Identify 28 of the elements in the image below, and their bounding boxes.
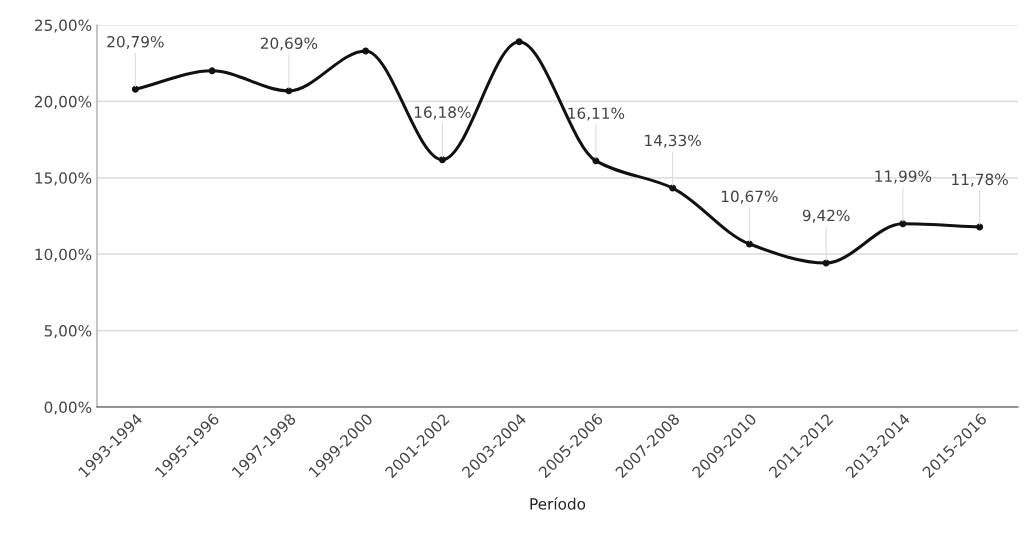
point (899, 220, 907, 228)
data-label: 20,79% (107, 35, 164, 50)
x-axis-title: Período (530, 497, 586, 510)
y-tick-label: 25,00% (35, 19, 92, 33)
data-label: 9,42% (802, 209, 850, 223)
y-tick-label: 10,00% (35, 248, 92, 262)
point (745, 240, 753, 248)
point (438, 156, 446, 164)
point (515, 38, 523, 46)
point (976, 223, 984, 231)
data-label: 10,67% (721, 190, 778, 204)
point (362, 47, 370, 55)
data-label: 16,11% (568, 107, 625, 121)
data-label: 14,33% (645, 134, 701, 148)
y-tick-label: 0,00% (44, 401, 92, 415)
point (285, 87, 293, 95)
point (131, 85, 139, 93)
data-label: 11,78% (952, 173, 1008, 187)
y-tick-label: 20,00% (35, 95, 92, 109)
y-tick-label: 15,00% (35, 172, 92, 186)
data-label: 20,69% (260, 37, 318, 51)
point (669, 184, 677, 192)
point (822, 259, 830, 267)
y-tick-label: 5,00% (44, 325, 92, 339)
point (592, 157, 600, 165)
point (208, 67, 216, 75)
data-label: 16,18% (414, 106, 471, 120)
data-label: 11,99% (875, 170, 932, 184)
